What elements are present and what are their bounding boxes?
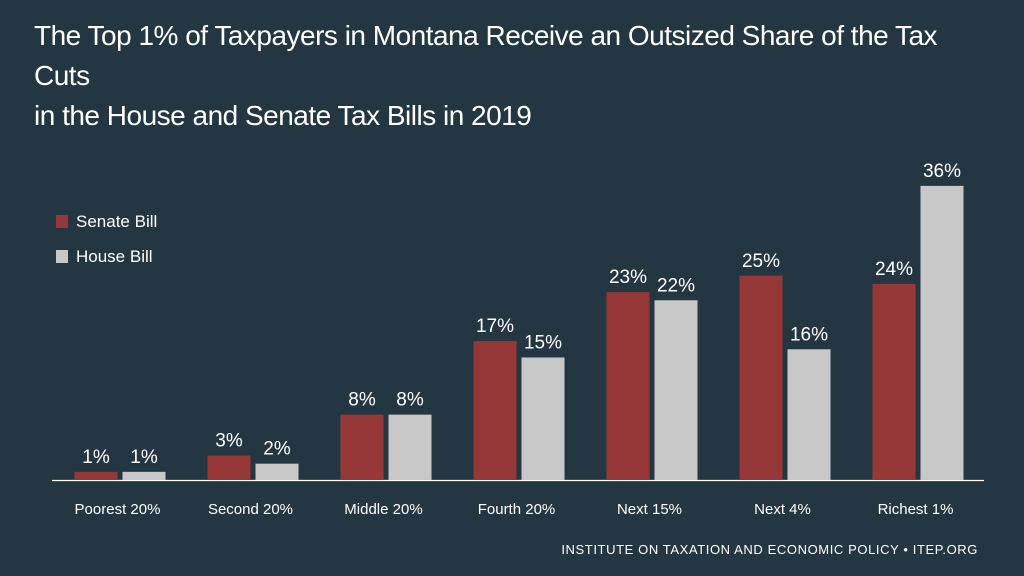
senate-data-label: 25%	[742, 251, 780, 272]
house-data-label: 8%	[396, 390, 424, 411]
category-label: Fourth 20%	[478, 501, 556, 518]
house-bar	[521, 357, 565, 480]
senate-bar	[606, 292, 650, 480]
source-footer: INSTITUTE ON TAXATION AND ECONOMIC POLIC…	[561, 542, 978, 557]
senate-bar	[207, 455, 251, 480]
house-bar	[122, 471, 166, 480]
senate-legend-label: Senate Bill	[76, 212, 157, 231]
senate-bar	[872, 283, 916, 480]
senate-data-label: 24%	[875, 259, 913, 280]
senate-data-label: 8%	[348, 390, 376, 411]
house-bar	[920, 185, 964, 480]
house-data-label: 1%	[130, 447, 158, 468]
house-legend-swatch	[56, 250, 68, 263]
house-bar	[787, 349, 831, 480]
senate-data-label: 23%	[609, 267, 647, 288]
senate-legend-swatch	[56, 215, 68, 228]
senate-bar	[340, 414, 384, 480]
house-legend-label: House Bill	[76, 247, 153, 266]
category-label: Next 15%	[617, 501, 682, 518]
house-data-label: 15%	[524, 332, 562, 353]
house-data-label: 2%	[263, 439, 291, 460]
house-bar	[388, 414, 432, 480]
senate-data-label: 17%	[476, 316, 514, 337]
category-label: Middle 20%	[344, 501, 422, 518]
house-bar	[255, 463, 299, 480]
senate-bar	[74, 471, 118, 480]
category-label: Second 20%	[208, 501, 293, 518]
senate-bar	[473, 341, 517, 480]
senate-bar	[739, 275, 783, 480]
house-data-label: 36%	[923, 161, 961, 182]
house-data-label: 16%	[790, 324, 828, 345]
senate-data-label: 3%	[215, 430, 243, 451]
chart-title-line-2: in the House and Senate Tax Bills in 201…	[34, 100, 532, 131]
chart-title-line-1: The Top 1% of Taxpayers in Montana Recei…	[34, 20, 938, 91]
senate-data-label: 1%	[82, 447, 110, 468]
house-bar	[654, 300, 698, 480]
category-label: Next 4%	[754, 501, 811, 518]
chart-title: The Top 1% of Taxpayers in Montana Recei…	[34, 16, 994, 136]
house-data-label: 22%	[657, 275, 695, 296]
category-label: Richest 1%	[878, 501, 954, 518]
category-label: Poorest 20%	[75, 501, 161, 518]
